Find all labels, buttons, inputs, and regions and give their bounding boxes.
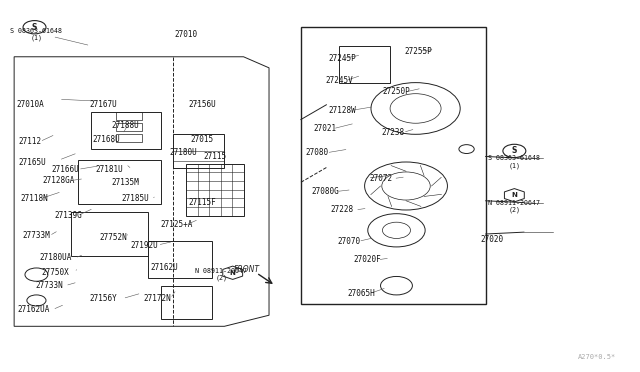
Text: 27172N: 27172N: [143, 294, 172, 303]
Text: FRONT: FRONT: [234, 264, 260, 273]
Text: S 08363-61648
(1): S 08363-61648 (1): [10, 28, 63, 41]
Bar: [173, 134, 225, 167]
Text: 27015: 27015: [191, 135, 214, 144]
Text: 27188U: 27188U: [112, 121, 140, 129]
Text: A270*0.5*: A270*0.5*: [578, 353, 616, 359]
Bar: [186, 164, 244, 215]
Text: 27228: 27228: [331, 205, 354, 215]
Text: 27752N: 27752N: [99, 233, 127, 242]
Text: S: S: [32, 23, 37, 32]
Text: N 08911-20647
(2): N 08911-20647 (2): [488, 199, 540, 213]
Text: 27020: 27020: [481, 235, 504, 244]
Text: 27750X: 27750X: [42, 268, 69, 277]
Text: 27245V: 27245V: [325, 76, 353, 85]
Text: 27238: 27238: [381, 128, 405, 137]
Text: 27010: 27010: [175, 30, 198, 39]
Text: 27185U: 27185U: [122, 195, 149, 203]
Text: 27156Y: 27156Y: [90, 294, 117, 303]
Text: S 08363-61648
(1): S 08363-61648 (1): [488, 155, 540, 169]
Text: 27255P: 27255P: [405, 47, 433, 56]
Text: 27115: 27115: [204, 152, 227, 161]
Text: 27065H: 27065H: [348, 289, 375, 298]
Text: 27180UA: 27180UA: [40, 253, 72, 263]
Text: 27733N: 27733N: [35, 281, 63, 290]
Text: N: N: [511, 192, 517, 198]
Text: 27250P: 27250P: [383, 87, 410, 96]
Bar: [339, 46, 390, 83]
Text: 27080G: 27080G: [311, 187, 339, 196]
Bar: [72, 212, 148, 256]
Text: 27128GA: 27128GA: [42, 176, 75, 185]
Text: 27080: 27080: [305, 148, 328, 157]
Text: 27166U: 27166U: [51, 165, 79, 174]
Text: 27125+A: 27125+A: [161, 220, 193, 229]
Text: 27072: 27072: [369, 174, 392, 183]
Text: 27167U: 27167U: [90, 100, 117, 109]
Bar: [116, 134, 141, 142]
Text: 27139G: 27139G: [54, 211, 82, 220]
Text: 27112: 27112: [19, 137, 42, 146]
Text: 27245P: 27245P: [328, 54, 356, 63]
Text: S: S: [511, 147, 517, 155]
Bar: [116, 112, 141, 119]
Text: 27021: 27021: [314, 124, 337, 133]
Text: 27156U: 27156U: [188, 100, 216, 109]
Text: 27168U: 27168U: [93, 135, 120, 144]
Text: N 08911-20647
(2): N 08911-20647 (2): [195, 268, 247, 281]
Text: 27162UA: 27162UA: [17, 305, 49, 314]
Bar: [161, 286, 212, 319]
Text: 27180U: 27180U: [169, 148, 197, 157]
Bar: [91, 112, 161, 149]
Text: 27181U: 27181U: [96, 165, 124, 174]
Text: 27162U: 27162U: [150, 263, 178, 272]
Text: 27070: 27070: [337, 237, 360, 246]
Bar: [116, 123, 141, 131]
Text: N: N: [230, 270, 236, 276]
Text: 27135M: 27135M: [112, 178, 140, 187]
Text: 27118N: 27118N: [20, 195, 49, 203]
Text: 27020F: 27020F: [354, 255, 381, 264]
Text: 27192U: 27192U: [131, 241, 159, 250]
Bar: [148, 241, 212, 278]
Text: 27128W: 27128W: [328, 106, 356, 115]
Text: 27165U: 27165U: [18, 157, 46, 167]
Text: 27733M: 27733M: [22, 231, 51, 240]
Bar: [78, 160, 161, 205]
Text: 27115F: 27115F: [188, 198, 216, 207]
Text: 27010A: 27010A: [16, 100, 44, 109]
